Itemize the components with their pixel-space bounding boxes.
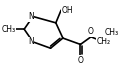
Text: OH: OH [62,6,74,15]
Text: N: N [28,37,34,46]
Text: CH₃: CH₃ [105,29,119,37]
Text: CH₃: CH₃ [1,25,15,34]
Text: CH₂: CH₂ [96,37,110,46]
Text: O: O [88,27,94,36]
Text: O: O [78,56,83,65]
Text: N: N [28,12,34,21]
